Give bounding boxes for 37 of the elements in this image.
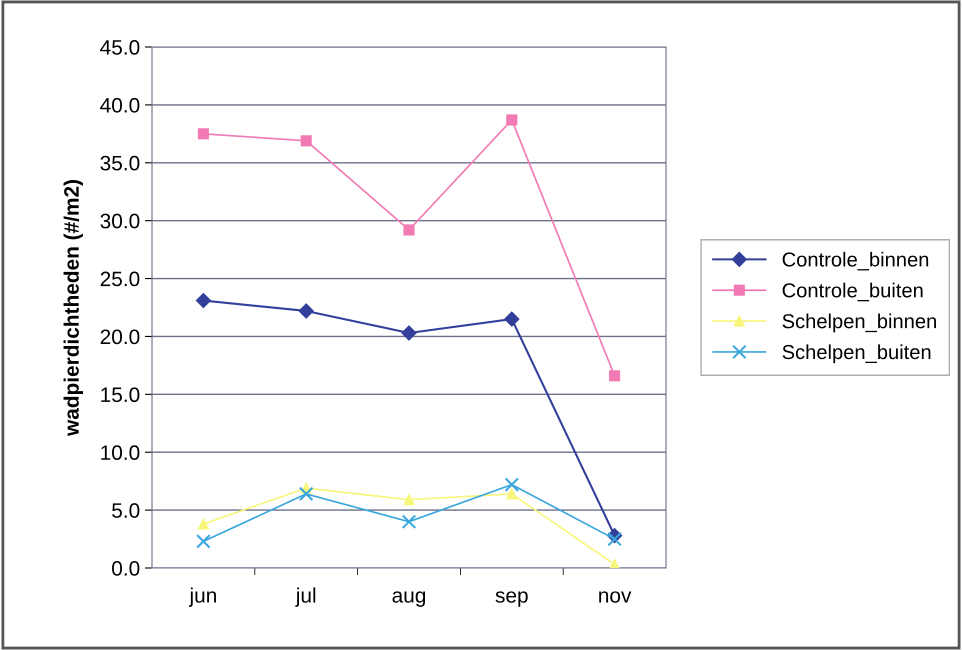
legend-label: Controle_binnen [782,252,928,270]
point [198,518,209,530]
y-tick-label: 20.0 [100,329,140,344]
x-tick-label: sep [496,591,528,607]
y-tick-label: 35.0 [100,156,140,171]
y-tick-label: 10.0 [101,445,140,460]
point [298,486,314,502]
y-tick-label: 0.0 [112,561,140,576]
point [196,534,211,549]
point [607,532,622,546]
x-tick-label: jun [188,587,216,607]
y-tick-label: 45.0 [100,40,140,55]
y-axis-title: wadpierdichtheden (#/m2) [64,180,83,436]
x-tick-label: nov [599,591,632,603]
point [300,135,312,146]
point [198,128,209,140]
point [403,494,415,506]
y-tick-label: 15.0 [101,387,140,402]
legend-label: Schelpen_binnen [782,314,936,332]
y-tick-label: 30.0 [100,214,140,228]
point [504,312,520,327]
x-tick-label: aug [392,591,426,607]
x-tick-label: jul [295,587,316,607]
point [609,370,620,382]
point [401,325,417,341]
point [403,224,415,236]
y-tick-label: 25.0 [100,272,140,286]
point [402,514,416,529]
point [298,303,314,319]
y-tick-label: 40.0 [100,98,140,113]
point [506,114,518,126]
legend-label: Controle_buiten [782,282,923,302]
point [504,477,520,492]
point [506,488,518,500]
legend-label: Schelpen_buiten [782,344,930,364]
y-tick-label: 5.0 [112,503,140,518]
point [196,292,211,308]
